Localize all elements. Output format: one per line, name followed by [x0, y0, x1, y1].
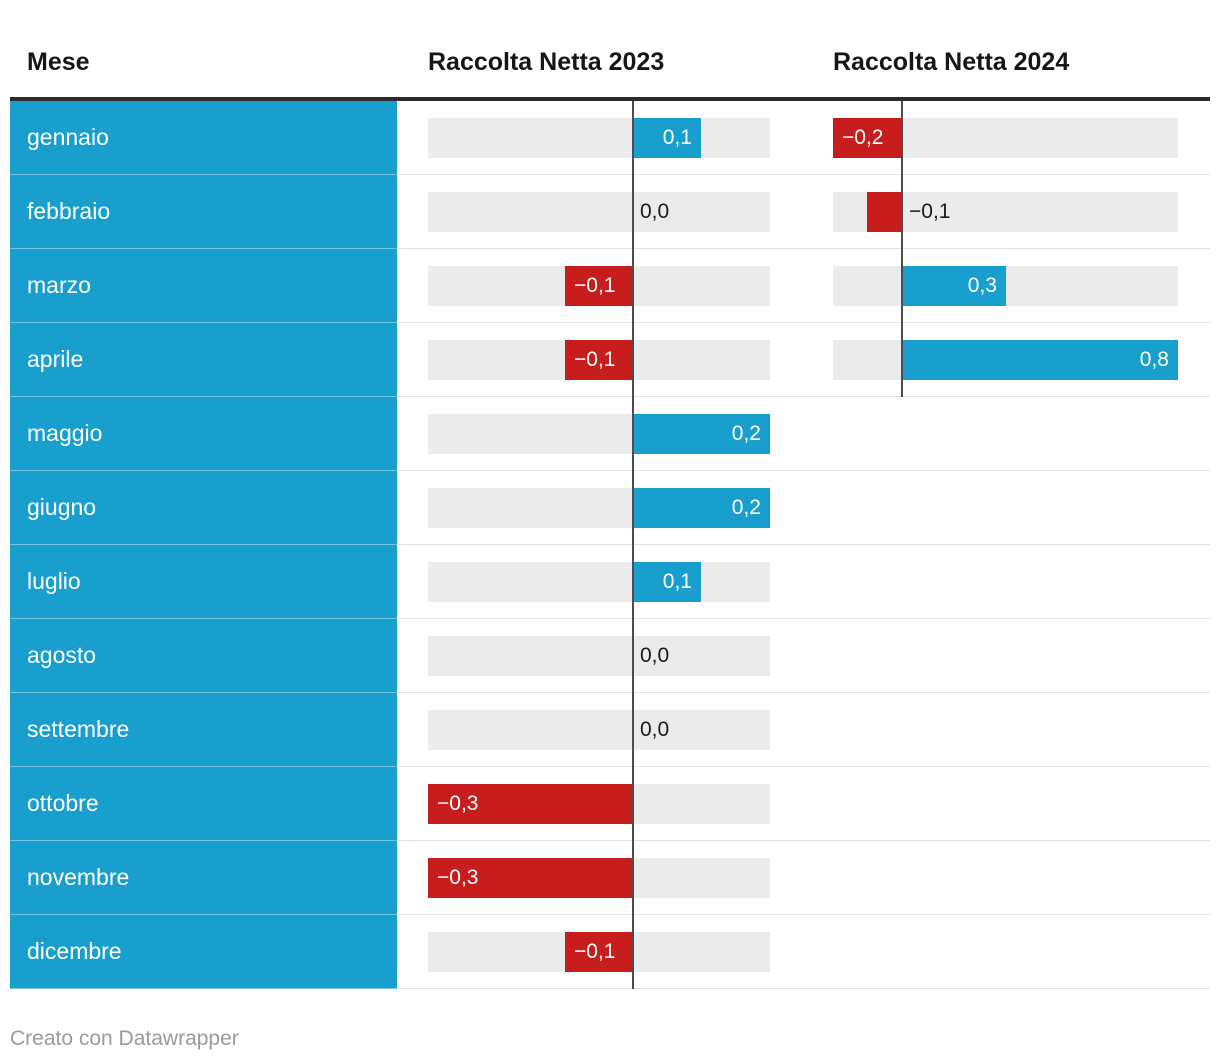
month-cell: febbraio	[10, 175, 397, 249]
negative-bar-2023: −0,3	[428, 858, 633, 898]
positive-bar-2023: 0,1	[633, 562, 701, 602]
bar-value-label: 0,1	[662, 570, 692, 593]
bar-value-label: 0,0	[640, 644, 670, 667]
positive-bar-2024: 0,8	[902, 340, 1178, 380]
table-row: marzo −0,1 0,3	[10, 249, 1210, 323]
bar-track-2023	[428, 562, 770, 602]
bar-value-label: 0,3	[967, 274, 997, 297]
bar-track-2023	[428, 636, 770, 676]
table-row: agosto 0,0	[10, 619, 1210, 693]
negative-bar-2024	[867, 192, 902, 232]
month-cell: settembre	[10, 693, 397, 767]
positive-bar-2023: 0,2	[633, 414, 770, 454]
month-cell: aprile	[10, 323, 397, 397]
bar-table: gennaio 0,1 −0,2 febbraio 0,0 −0,1 marzo −0,1 0,…	[10, 101, 1210, 989]
table-row: novembre −0,3	[10, 841, 1210, 915]
datawrapper-attribution-link[interactable]: Creato con Datawrapper	[10, 1027, 239, 1050]
bar-value-label: 0,0	[640, 200, 670, 223]
negative-bar-2023: −0,3	[428, 784, 633, 824]
table-row: giugno 0,2	[10, 471, 1210, 545]
table-row: luglio 0,1	[10, 545, 1210, 619]
header-divider	[10, 97, 1210, 101]
column-header-mese: Mese	[27, 48, 90, 76]
table-row: ottobre −0,3	[10, 767, 1210, 841]
bar-value-label: 0,0	[640, 718, 670, 741]
table-row: settembre 0,0	[10, 693, 1210, 767]
month-cell: marzo	[10, 249, 397, 323]
bar-value-label: −0,2	[842, 126, 884, 149]
column-header-raccolta-netta-2024: Raccolta Netta 2024	[833, 48, 1070, 76]
bar-value-label: −0,1	[909, 200, 951, 223]
bar-value-label: 0,2	[731, 422, 761, 445]
positive-bar-2023: 0,2	[633, 488, 770, 528]
column-header-raccolta-netta-2023: Raccolta Netta 2023	[428, 48, 665, 76]
table-row: gennaio 0,1 −0,2	[10, 101, 1210, 175]
bar-value-label: 0,2	[731, 496, 761, 519]
positive-bar-2023: 0,1	[633, 118, 701, 158]
table-row: dicembre −0,1	[10, 915, 1210, 989]
bar-value-label: −0,3	[437, 792, 479, 815]
bar-value-label: 0,1	[662, 126, 692, 149]
negative-bar-2023: −0,1	[565, 932, 633, 972]
month-cell: maggio	[10, 397, 397, 471]
zero-axis-line-2024	[901, 101, 903, 397]
table-row: febbraio 0,0 −0,1	[10, 175, 1210, 249]
month-cell: luglio	[10, 545, 397, 619]
bar-track-2023	[428, 192, 770, 232]
bar-value-label: −0,1	[574, 348, 616, 371]
month-cell: dicembre	[10, 915, 397, 989]
zero-axis-line-2023	[632, 101, 634, 989]
negative-bar-2024: −0,2	[833, 118, 902, 158]
bar-value-label: −0,3	[437, 866, 479, 889]
month-cell: giugno	[10, 471, 397, 545]
bar-value-label: −0,1	[574, 274, 616, 297]
month-cell: agosto	[10, 619, 397, 693]
table-row: maggio 0,2	[10, 397, 1210, 471]
negative-bar-2023: −0,1	[565, 266, 633, 306]
month-cell: novembre	[10, 841, 397, 915]
month-cell: gennaio	[10, 101, 397, 175]
bar-track-2023	[428, 118, 770, 158]
bar-value-label: −0,1	[574, 940, 616, 963]
table-row: aprile −0,1 0,8	[10, 323, 1210, 397]
bar-value-label: 0,8	[1139, 348, 1169, 371]
positive-bar-2024: 0,3	[902, 266, 1006, 306]
month-cell: ottobre	[10, 767, 397, 841]
bar-track-2023	[428, 710, 770, 750]
negative-bar-2023: −0,1	[565, 340, 633, 380]
